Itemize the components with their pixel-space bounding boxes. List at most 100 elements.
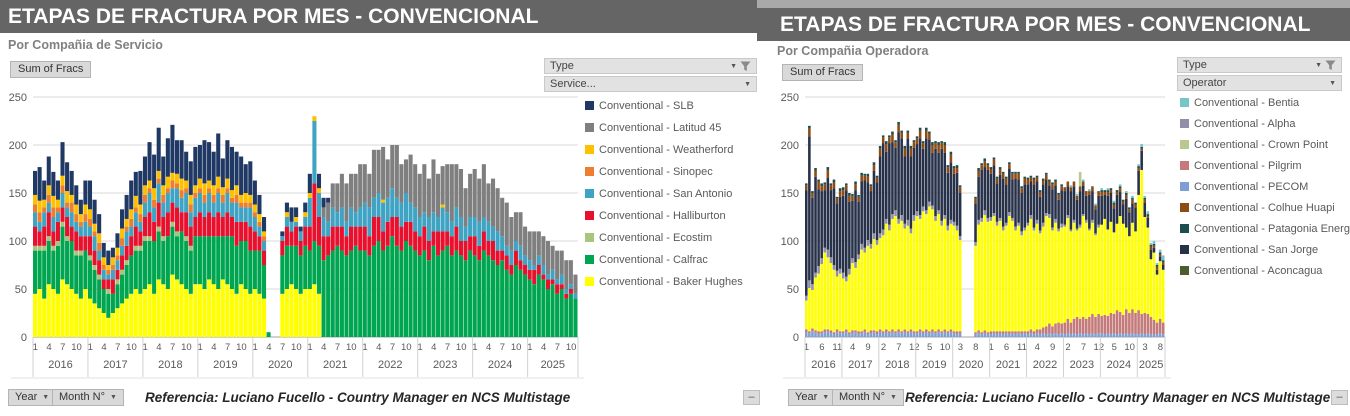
svg-text:7: 7	[500, 342, 505, 353]
legend-swatch	[1180, 140, 1189, 149]
svg-text:2025: 2025	[541, 359, 565, 371]
svg-text:0: 0	[793, 332, 799, 344]
right-operator-field-label: Operator	[1183, 77, 1227, 89]
right-operator-field-dropdown[interactable]: Operator ▼	[1177, 75, 1342, 91]
legend-label: Conventional - SLB	[599, 99, 694, 112]
left-month-axis-button[interactable]: Month N° ▼	[52, 389, 124, 406]
legend-swatch	[1180, 161, 1189, 170]
svg-text:50: 50	[15, 284, 27, 296]
chevron-down-icon: ▼	[42, 394, 50, 401]
svg-text:7: 7	[170, 342, 175, 353]
svg-text:2023: 2023	[433, 359, 457, 371]
svg-text:4: 4	[211, 342, 216, 353]
left-year-axis-label: Year	[15, 391, 38, 403]
legend-item: Conventional - Bentia	[1180, 96, 1350, 109]
svg-text:7: 7	[280, 342, 285, 353]
svg-text:4: 4	[541, 342, 546, 353]
svg-text:2025: 2025	[1139, 359, 1163, 371]
right-panel-title: ETAPAS DE FRACTURA POR MES - CONVENCIONA…	[757, 8, 1350, 41]
svg-text:4: 4	[486, 342, 491, 353]
legend-label: Conventional - Ecostim	[599, 231, 713, 244]
left-type-filter-dropdown[interactable]: Type ▼	[544, 58, 757, 74]
svg-text:2022: 2022	[378, 359, 402, 371]
svg-text:1: 1	[198, 342, 203, 353]
legend-swatch	[585, 211, 594, 220]
svg-text:10: 10	[1124, 342, 1135, 353]
svg-text:200: 200	[781, 140, 799, 152]
svg-text:3: 3	[958, 342, 963, 353]
svg-text:7: 7	[390, 342, 395, 353]
legend-swatch	[1180, 98, 1189, 107]
svg-text:250: 250	[9, 92, 27, 104]
svg-text:4: 4	[431, 342, 436, 353]
legend-label: Conventional - Alpha	[1194, 117, 1296, 130]
svg-text:9: 9	[865, 342, 870, 353]
svg-text:4: 4	[266, 342, 271, 353]
legend-item: Conventional - PECOM	[1180, 180, 1350, 193]
legend-item: Conventional - Sinopec	[585, 165, 743, 178]
right-sum-of-fracs-button[interactable]: Sum of Fracs	[782, 64, 864, 81]
legend-item: Conventional - San Jorge	[1180, 243, 1350, 256]
legend-item: Conventional - San Antonio	[585, 187, 743, 200]
right-scroll-handle[interactable]: –	[1331, 390, 1348, 405]
legend-swatch	[585, 123, 594, 132]
svg-text:1: 1	[804, 342, 809, 353]
legend-swatch	[585, 101, 594, 110]
legend-swatch	[1180, 119, 1189, 128]
legend-item: Conventional - Latitud 45	[585, 121, 743, 134]
svg-text:200: 200	[9, 140, 27, 152]
left-reference-text: Referencia: Luciano Fucello - Country Ma…	[145, 390, 571, 405]
legend-swatch	[1180, 182, 1189, 191]
svg-text:7: 7	[60, 342, 65, 353]
svg-text:1: 1	[362, 342, 367, 353]
svg-text:12: 12	[909, 342, 920, 353]
svg-text:8: 8	[1158, 342, 1163, 353]
svg-text:150: 150	[781, 188, 799, 200]
chevron-down-icon: ▼	[1315, 61, 1322, 69]
svg-text:2021: 2021	[323, 359, 347, 371]
legend-label: Conventional - San Antonio	[599, 187, 733, 200]
right-type-filter-dropdown[interactable]: Type ▼	[1177, 57, 1342, 73]
left-sum-of-fracs-button[interactable]: Sum of Fracs	[10, 61, 92, 78]
svg-text:2020: 2020	[959, 359, 983, 371]
left-service-field-label: Service...	[550, 78, 596, 90]
legend-swatch	[585, 189, 594, 198]
svg-text:100: 100	[781, 236, 799, 248]
left-subtitle: Por Compañia de Servicio	[8, 38, 163, 52]
legend-item: Conventional - Calfrac	[585, 253, 743, 266]
left-service-field-dropdown[interactable]: Service... ▼	[544, 76, 757, 92]
svg-text:2017: 2017	[103, 359, 127, 371]
chevron-down-icon: ▼	[109, 394, 117, 401]
svg-text:2024: 2024	[488, 359, 512, 371]
svg-text:2024: 2024	[1107, 359, 1131, 371]
svg-text:2: 2	[881, 342, 886, 353]
svg-text:250: 250	[781, 92, 799, 104]
chevron-down-icon: ▼	[744, 80, 751, 88]
svg-text:7: 7	[335, 342, 340, 353]
left-scroll-handle[interactable]: –	[743, 390, 760, 405]
right-month-axis-button[interactable]: Month N° ▼	[832, 389, 904, 406]
chevron-down-icon: ▼	[1329, 79, 1336, 87]
legend-item: Conventional - Ecostim	[585, 231, 743, 244]
svg-text:8: 8	[973, 342, 978, 353]
svg-text:10: 10	[291, 342, 302, 353]
left-panel-title: ETAPAS DE FRACTURA POR MES - CONVENCIONA…	[0, 0, 757, 33]
right-year-axis-button[interactable]: Year ▼	[788, 389, 837, 406]
legend-label: Conventional - Aconcagua	[1194, 264, 1323, 277]
svg-text:10: 10	[346, 342, 357, 353]
left-year-axis-button[interactable]: Year ▼	[8, 389, 57, 406]
svg-text:5: 5	[927, 342, 932, 353]
svg-text:4: 4	[321, 342, 326, 353]
svg-text:6: 6	[1004, 342, 1009, 353]
svg-text:2: 2	[1065, 342, 1070, 353]
svg-text:11: 11	[1017, 342, 1027, 353]
svg-text:2021: 2021	[996, 359, 1020, 371]
legend-swatch	[585, 233, 594, 242]
legend-label: Conventional - Halliburton	[599, 209, 726, 222]
legend-item: Conventional - Colhue Huapi	[1180, 201, 1350, 214]
legend-item: Conventional - Baker Hughes	[585, 275, 743, 288]
svg-text:1: 1	[527, 342, 532, 353]
